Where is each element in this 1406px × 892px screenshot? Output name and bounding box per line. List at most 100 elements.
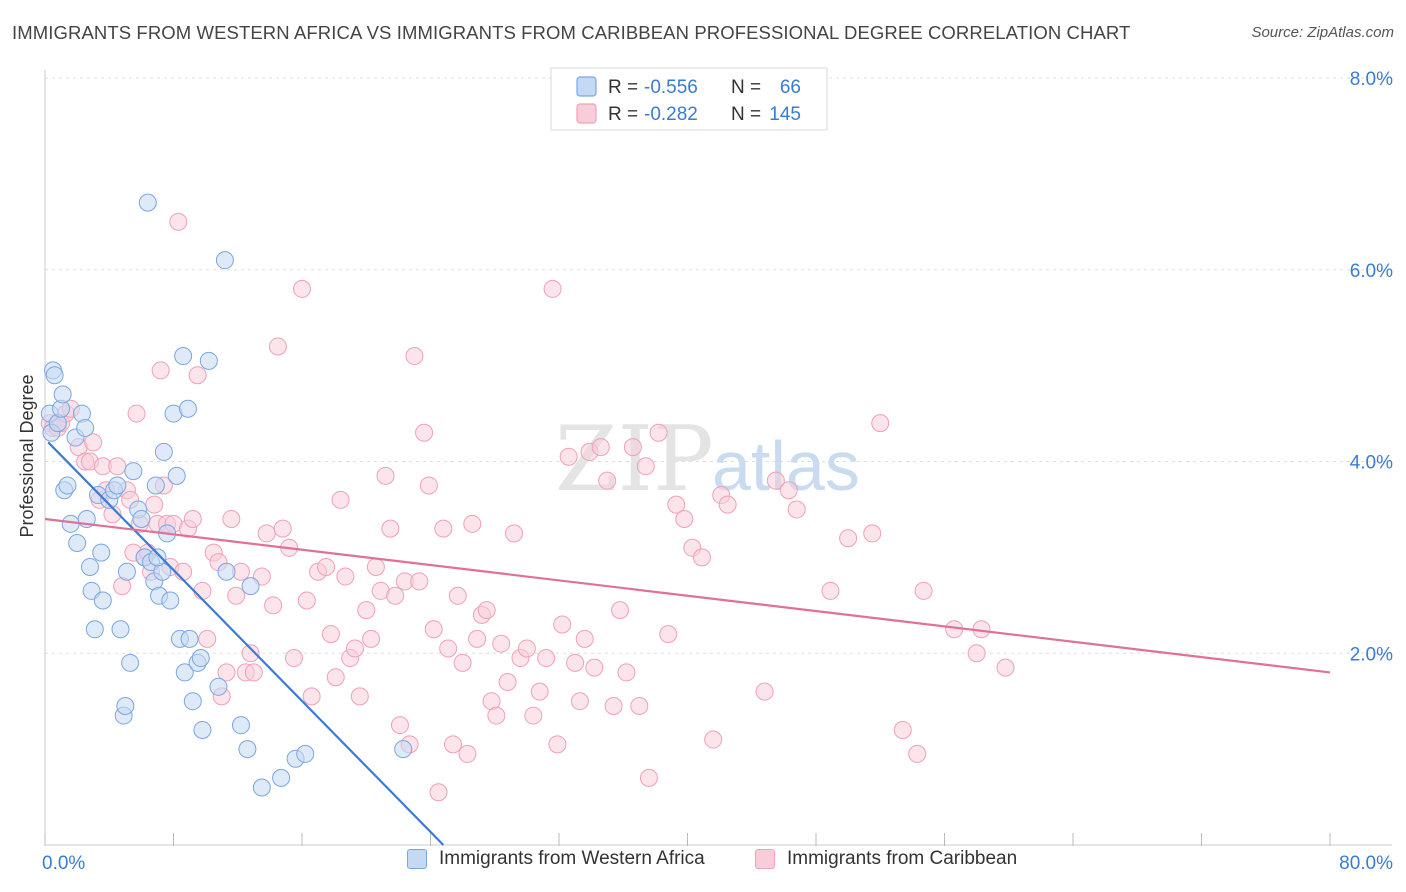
y-tick-label: 2.0%	[1350, 644, 1393, 665]
stats-r-label-2: R =	[608, 104, 638, 125]
point-western-africa	[231, 716, 250, 735]
point-caribbean	[636, 457, 655, 476]
point-western-africa	[58, 476, 77, 495]
point-caribbean	[821, 581, 840, 600]
point-western-africa	[252, 778, 271, 797]
point-caribbean	[448, 586, 467, 605]
point-caribbean	[766, 471, 785, 490]
point-western-africa	[272, 768, 291, 787]
point-western-africa	[117, 562, 136, 581]
stats-r-value-2: -0.282	[644, 104, 698, 125]
stats-n-value-2: 145	[769, 104, 801, 125]
point-caribbean	[575, 629, 594, 648]
point-caribbean	[611, 601, 630, 620]
point-caribbean	[381, 519, 400, 538]
trend-line-caribbean	[44, 517, 1331, 674]
point-western-africa	[178, 399, 197, 418]
trend-lines	[44, 441, 1331, 846]
point-caribbean	[390, 716, 409, 735]
point-caribbean	[623, 438, 642, 457]
stats-n-label-2: N =	[731, 104, 761, 125]
x-tick-label-max: 80.0%	[1339, 853, 1393, 874]
point-caribbean	[302, 687, 321, 706]
source-credit: Source: ZipAtlas.com	[1251, 24, 1394, 41]
point-caribbean	[639, 768, 658, 787]
point-caribbean	[718, 495, 737, 514]
y-axis-label: Professional Degree	[17, 374, 37, 537]
point-caribbean	[183, 510, 202, 529]
point-caribbean	[419, 476, 438, 495]
point-caribbean	[591, 438, 610, 457]
point-caribbean	[649, 423, 668, 442]
point-caribbean	[127, 404, 146, 423]
point-caribbean	[331, 490, 350, 509]
point-caribbean	[257, 524, 276, 543]
point-western-africa	[76, 418, 95, 437]
legend-item-caribbean[interactable]: Immigrants from Caribbean	[755, 848, 1017, 870]
point-caribbean	[787, 500, 806, 519]
x-tick-label-min: 0.0%	[42, 853, 85, 874]
point-caribbean	[598, 471, 617, 490]
point-caribbean	[405, 347, 424, 366]
point-caribbean	[434, 519, 453, 538]
point-western-africa	[146, 476, 165, 495]
point-caribbean	[692, 548, 711, 567]
chart-legend: Immigrants from Western Africa Immigrant…	[0, 848, 1406, 880]
y-tick-label: 4.0%	[1350, 453, 1393, 474]
point-caribbean	[169, 212, 188, 231]
point-caribbean	[704, 730, 723, 749]
point-caribbean	[630, 696, 649, 715]
point-caribbean	[321, 625, 340, 644]
point-western-africa	[138, 193, 157, 212]
point-western-africa	[68, 533, 87, 552]
point-caribbean	[443, 735, 462, 754]
stats-r-value-1: -0.556	[644, 77, 698, 98]
point-western-africa	[167, 466, 186, 485]
point-caribbean	[151, 361, 170, 380]
point-caribbean	[297, 591, 316, 610]
point-caribbean	[273, 519, 292, 538]
point-western-africa	[199, 351, 218, 370]
point-western-africa	[111, 620, 130, 639]
point-western-africa	[53, 385, 72, 404]
point-caribbean	[366, 557, 385, 576]
point-western-africa	[296, 744, 315, 763]
point-western-africa	[85, 620, 104, 639]
point-caribbean	[376, 466, 395, 485]
point-caribbean	[517, 639, 536, 658]
point-caribbean	[548, 735, 567, 754]
point-caribbean	[839, 529, 858, 548]
point-western-africa	[93, 591, 112, 610]
point-caribbean	[317, 557, 336, 576]
point-western-africa	[193, 720, 212, 739]
point-caribbean	[264, 596, 283, 615]
point-western-africa	[45, 366, 64, 385]
point-caribbean	[145, 495, 164, 514]
point-caribbean	[570, 692, 589, 711]
legend-label-caribbean: Immigrants from Caribbean	[787, 848, 1018, 869]
point-western-africa	[108, 476, 127, 495]
point-caribbean	[893, 720, 912, 739]
point-caribbean	[458, 744, 477, 763]
point-caribbean	[659, 625, 678, 644]
stats-swatch-caribbean	[576, 103, 597, 124]
point-western-africa	[121, 653, 140, 672]
watermark: ZIP atlas	[555, 407, 860, 512]
stats-n-label-1: N =	[731, 77, 761, 98]
point-caribbean	[463, 514, 482, 533]
watermark-zip: ZIP	[555, 407, 714, 512]
point-caribbean	[537, 649, 556, 668]
legend-item-western-africa[interactable]: Immigrants from Western Africa	[407, 848, 705, 870]
point-caribbean	[566, 653, 585, 672]
point-caribbean	[755, 682, 774, 701]
point-western-africa	[394, 740, 413, 759]
point-caribbean	[453, 653, 472, 672]
point-caribbean	[487, 706, 506, 725]
point-caribbean	[350, 687, 369, 706]
point-caribbean	[217, 663, 236, 682]
point-caribbean	[415, 423, 434, 442]
point-western-africa	[209, 677, 228, 696]
point-caribbean	[108, 457, 127, 476]
point-caribbean	[346, 639, 365, 658]
